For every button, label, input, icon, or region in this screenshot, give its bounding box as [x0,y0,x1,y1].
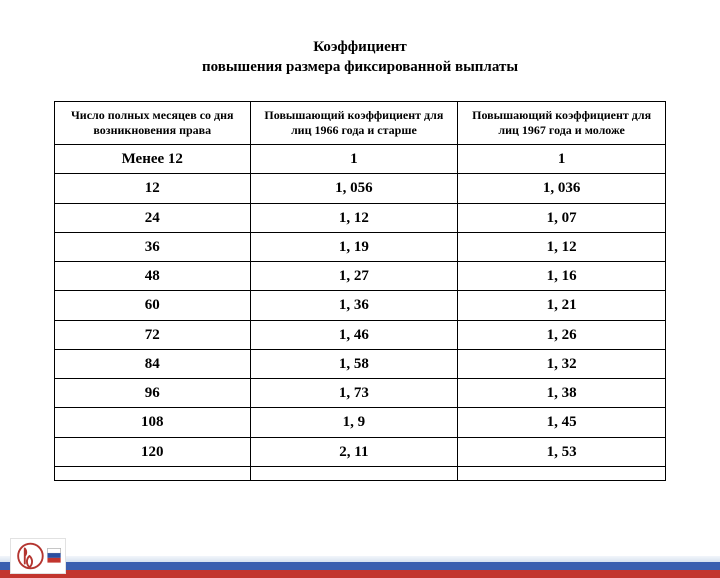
page-title: Коэффициент повышения размера фиксирован… [0,38,720,77]
table-row: 1081, 91, 45 [55,408,666,437]
title-line-1: Коэффициент [0,38,720,58]
table-cell: 1, 036 [458,174,666,203]
title-line-2: повышения размера фиксированной выплаты [0,58,720,78]
table-cell: 84 [55,349,251,378]
slide-footer [0,550,720,578]
table-header-row: Число полных месяцев со дня возникновени… [55,102,666,145]
col-header-1967: Повышающий коэффициент для лиц 1967 года… [458,102,666,145]
col-header-months: Число полных месяцев со дня возникновени… [55,102,251,145]
table-cell: 120 [55,437,251,466]
pfr-logo [10,538,66,574]
table-cell: 108 [55,408,251,437]
table-row: 241, 121, 07 [55,203,666,232]
table-cell: 72 [55,320,251,349]
table-cell: 1, 26 [458,320,666,349]
table-row: 841, 581, 32 [55,349,666,378]
table-cell: 1, 45 [458,408,666,437]
table-cell: 1, 46 [250,320,458,349]
table-row: 361, 191, 12 [55,232,666,261]
table-cell: 2, 11 [250,437,458,466]
table-row: 1202, 111, 53 [55,437,666,466]
table-row: 721, 461, 26 [55,320,666,349]
table-cell: 1, 056 [250,174,458,203]
table-row: 481, 271, 16 [55,262,666,291]
table-cell: 1, 58 [250,349,458,378]
table-cell-empty [55,466,251,480]
table-cell-empty [250,466,458,480]
table-cell: 1, 19 [250,232,458,261]
table-cell: 1, 21 [458,291,666,320]
table-cell: 1, 32 [458,349,666,378]
table-row-empty [55,466,666,480]
table-row: Менее 1211 [55,145,666,174]
table-cell: 1, 38 [458,379,666,408]
table-cell: 24 [55,203,251,232]
table-cell: 1 [458,145,666,174]
table-cell: 1, 27 [250,262,458,291]
table-cell: 1, 12 [458,232,666,261]
table-cell: 1, 07 [458,203,666,232]
table-cell: Менее 12 [55,145,251,174]
table-cell: 1, 36 [250,291,458,320]
table-cell: 48 [55,262,251,291]
table-cell: 1, 73 [250,379,458,408]
table-cell: 12 [55,174,251,203]
table-cell-empty [458,466,666,480]
table-cell: 1 [250,145,458,174]
table-cell: 96 [55,379,251,408]
coefficient-table: Число полных месяцев со дня возникновени… [54,101,666,481]
table-cell: 60 [55,291,251,320]
col-header-1966: Повышающий коэффициент для лиц 1966 года… [250,102,458,145]
table-cell: 1, 9 [250,408,458,437]
table-cell: 1, 16 [458,262,666,291]
table-cell: 36 [55,232,251,261]
table-row: 601, 361, 21 [55,291,666,320]
flag-stripe-red [0,570,720,578]
flag-stripe-blue [0,562,720,570]
table-row: 121, 0561, 036 [55,174,666,203]
table-cell: 1, 12 [250,203,458,232]
table-row: 961, 731, 38 [55,379,666,408]
table-cell: 1, 53 [458,437,666,466]
